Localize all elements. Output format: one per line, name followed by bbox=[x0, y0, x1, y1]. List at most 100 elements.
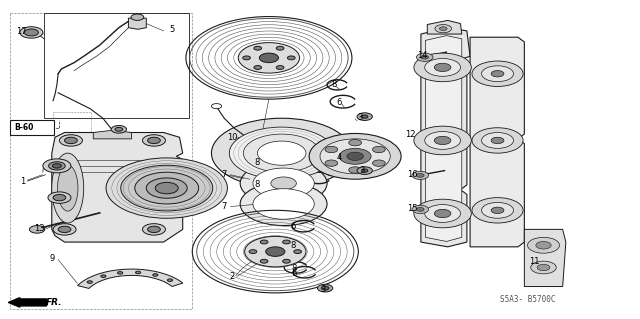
Text: 8: 8 bbox=[292, 263, 297, 273]
Circle shape bbox=[339, 148, 371, 164]
FancyArrow shape bbox=[8, 298, 47, 307]
Circle shape bbox=[435, 209, 451, 218]
Circle shape bbox=[320, 139, 390, 174]
Polygon shape bbox=[426, 36, 462, 241]
Circle shape bbox=[147, 178, 187, 198]
Circle shape bbox=[168, 279, 173, 281]
Text: 13: 13 bbox=[34, 224, 44, 233]
Text: 4: 4 bbox=[337, 153, 342, 162]
Circle shape bbox=[362, 169, 368, 172]
Circle shape bbox=[211, 118, 352, 188]
Circle shape bbox=[20, 27, 43, 38]
Circle shape bbox=[287, 56, 295, 60]
Circle shape bbox=[243, 56, 250, 60]
Circle shape bbox=[58, 226, 71, 233]
Circle shape bbox=[481, 132, 513, 148]
Text: 8: 8 bbox=[255, 158, 260, 167]
Circle shape bbox=[43, 159, 71, 173]
Circle shape bbox=[136, 271, 141, 274]
Circle shape bbox=[240, 162, 327, 205]
Text: 11: 11 bbox=[529, 257, 539, 266]
Circle shape bbox=[321, 286, 329, 290]
Text: 1: 1 bbox=[20, 177, 26, 186]
Circle shape bbox=[283, 240, 291, 244]
Text: FR.: FR. bbox=[45, 298, 62, 307]
Text: 3: 3 bbox=[321, 285, 326, 293]
Circle shape bbox=[283, 259, 291, 263]
Circle shape bbox=[425, 204, 461, 222]
Circle shape bbox=[536, 241, 551, 249]
Circle shape bbox=[253, 189, 314, 219]
Circle shape bbox=[259, 53, 278, 63]
Circle shape bbox=[131, 14, 144, 20]
Circle shape bbox=[435, 63, 451, 71]
Text: 8: 8 bbox=[255, 181, 260, 189]
Circle shape bbox=[417, 174, 424, 177]
Circle shape bbox=[417, 207, 424, 211]
Text: 2: 2 bbox=[229, 272, 234, 281]
Circle shape bbox=[414, 199, 471, 228]
Text: S5A3- B5700C: S5A3- B5700C bbox=[499, 295, 555, 304]
Text: 5: 5 bbox=[169, 26, 175, 34]
Circle shape bbox=[357, 113, 372, 121]
Polygon shape bbox=[421, 28, 470, 247]
Text: 9: 9 bbox=[49, 254, 54, 263]
Circle shape bbox=[253, 168, 314, 198]
Text: 12: 12 bbox=[405, 130, 416, 138]
Circle shape bbox=[266, 247, 285, 256]
Polygon shape bbox=[524, 229, 566, 286]
Circle shape bbox=[325, 160, 338, 166]
Circle shape bbox=[260, 259, 268, 263]
Polygon shape bbox=[52, 132, 182, 242]
Ellipse shape bbox=[58, 165, 78, 211]
Circle shape bbox=[229, 127, 334, 179]
Circle shape bbox=[349, 139, 362, 146]
Circle shape bbox=[118, 271, 123, 274]
Circle shape bbox=[317, 284, 333, 292]
Circle shape bbox=[421, 55, 429, 59]
Circle shape bbox=[276, 46, 284, 50]
Text: 8: 8 bbox=[291, 241, 296, 250]
Circle shape bbox=[472, 128, 523, 153]
Circle shape bbox=[115, 127, 123, 131]
Circle shape bbox=[148, 137, 161, 144]
Circle shape bbox=[24, 29, 38, 36]
Circle shape bbox=[106, 158, 227, 218]
Circle shape bbox=[472, 197, 523, 223]
Circle shape bbox=[491, 207, 504, 213]
Circle shape bbox=[240, 182, 327, 226]
Circle shape bbox=[412, 171, 429, 180]
Ellipse shape bbox=[52, 153, 84, 223]
Circle shape bbox=[325, 146, 338, 153]
FancyBboxPatch shape bbox=[10, 121, 54, 135]
Circle shape bbox=[527, 237, 559, 253]
Text: 17: 17 bbox=[17, 27, 27, 36]
Circle shape bbox=[148, 226, 161, 233]
Circle shape bbox=[412, 205, 429, 213]
Circle shape bbox=[111, 125, 127, 133]
Circle shape bbox=[53, 195, 66, 201]
Text: 6: 6 bbox=[292, 269, 297, 278]
Circle shape bbox=[254, 66, 262, 70]
Circle shape bbox=[135, 172, 198, 204]
Text: 14: 14 bbox=[417, 51, 428, 60]
Circle shape bbox=[244, 236, 306, 267]
Text: 3: 3 bbox=[359, 166, 364, 175]
Text: 8: 8 bbox=[332, 80, 337, 89]
Circle shape bbox=[87, 281, 92, 283]
Circle shape bbox=[260, 240, 268, 244]
Circle shape bbox=[481, 202, 513, 218]
Circle shape bbox=[153, 274, 158, 276]
Circle shape bbox=[121, 165, 212, 211]
Circle shape bbox=[531, 261, 556, 274]
Circle shape bbox=[271, 177, 296, 190]
Polygon shape bbox=[129, 18, 147, 29]
Circle shape bbox=[491, 137, 504, 144]
Circle shape bbox=[440, 27, 447, 31]
Circle shape bbox=[414, 126, 471, 155]
Polygon shape bbox=[93, 130, 132, 139]
Circle shape bbox=[52, 164, 61, 168]
Circle shape bbox=[60, 135, 83, 146]
Circle shape bbox=[491, 70, 504, 77]
Polygon shape bbox=[428, 20, 462, 34]
